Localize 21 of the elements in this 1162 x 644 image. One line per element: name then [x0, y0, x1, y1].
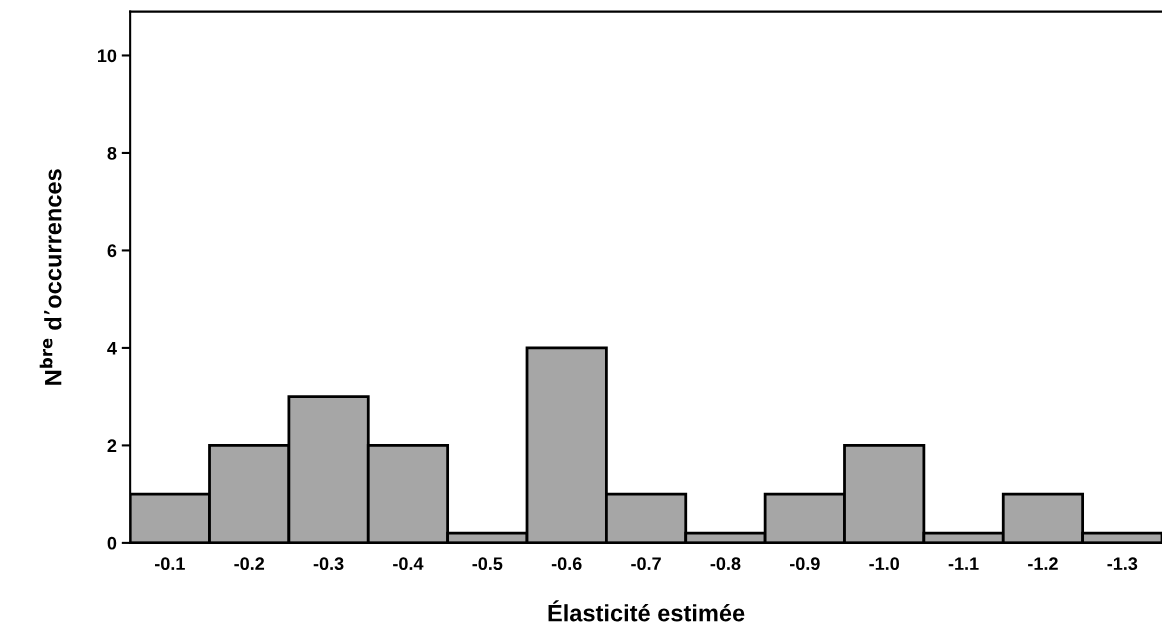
y-tick-label: 4 — [107, 342, 117, 355]
x-tick-label: -1.1 — [948, 557, 979, 570]
x-tick-label: -0.3 — [313, 557, 344, 571]
y-tick-label: 0 — [107, 536, 117, 550]
x-tick-label: -0.5 — [472, 557, 503, 571]
x-tick-label: -0.1 — [154, 557, 185, 571]
x-tick-label: -1.2 — [1028, 557, 1058, 570]
x-tick-label: -0.4 — [393, 557, 424, 571]
y-tick-label: 6 — [107, 244, 117, 258]
x-tick-label: -0.6 — [551, 557, 582, 571]
x-tick-label: -0.8 — [710, 557, 741, 571]
y-tick-label: 2 — [107, 439, 117, 452]
x-tick-label: -0.2 — [234, 557, 265, 571]
y-tick-label: 10 — [98, 49, 117, 63]
x-tick-label: -1.0 — [869, 557, 900, 571]
x-tick-label: -0.7 — [631, 557, 661, 571]
y-axis-title: N$^{bre}$ d’occurrences — [39, 169, 62, 385]
y-tick-label: 8 — [107, 146, 117, 160]
x-tick-label: -1.3 — [1107, 557, 1138, 571]
x-axis-title: Élasticité estimée — [548, 600, 745, 622]
x-tick-label: -0.9 — [789, 557, 820, 571]
